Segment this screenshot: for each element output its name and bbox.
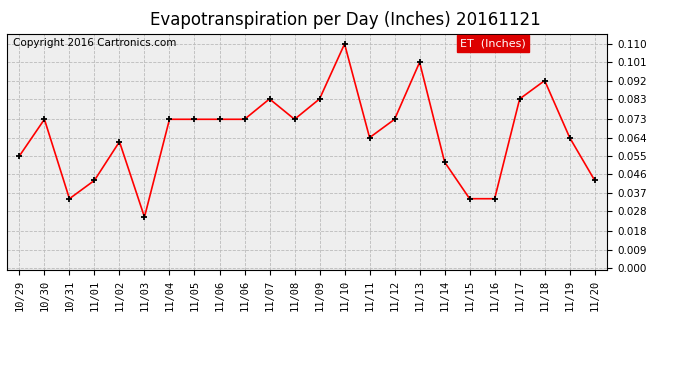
Text: Evapotranspiration per Day (Inches) 20161121: Evapotranspiration per Day (Inches) 2016…	[150, 11, 540, 29]
Text: ET  (Inches): ET (Inches)	[460, 39, 526, 48]
Text: Copyright 2016 Cartronics.com: Copyright 2016 Cartronics.com	[13, 39, 176, 48]
